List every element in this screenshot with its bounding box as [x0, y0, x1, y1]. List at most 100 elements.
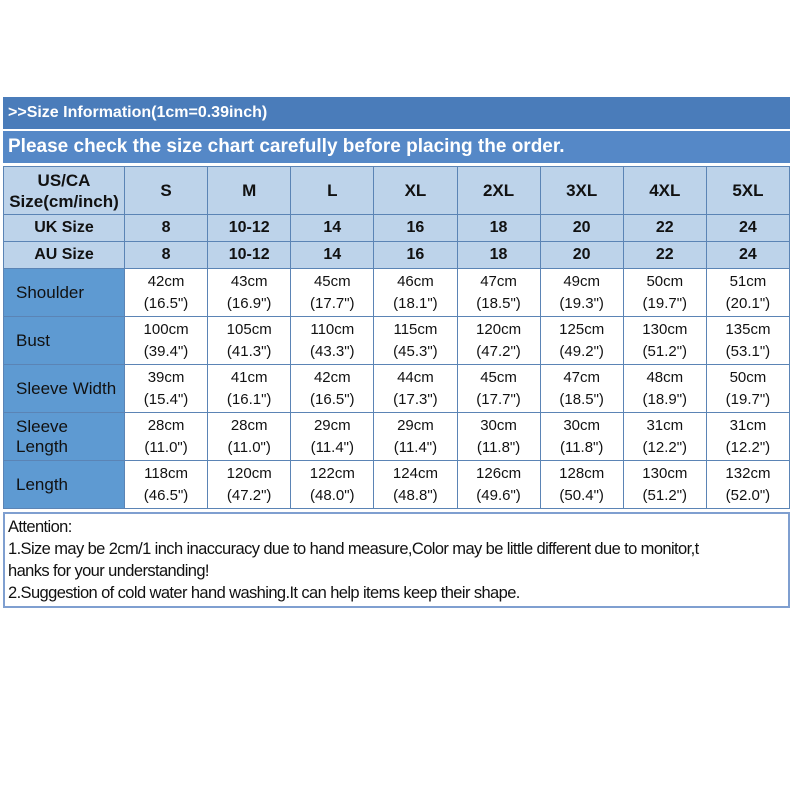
corner-header-line1: US/CA — [37, 170, 91, 190]
measurement-cm-value: 135cm — [725, 320, 771, 338]
measurement-cell: 51cm (20.1") — [705, 268, 791, 317]
size-header-cell: XL — [373, 166, 458, 215]
measurement-cm-value: 29cm — [313, 416, 351, 434]
size-value-cell: 24 — [705, 214, 791, 242]
measurement-inch-value: (19.7") — [642, 294, 688, 312]
size-header-cell: 4XL — [622, 166, 707, 215]
measurement-cell: 125cm (49.2") — [539, 316, 624, 365]
measurement-row: Sleeve Length 28cm (11.0") 28cm (11.0") 29cm (… — [3, 412, 791, 461]
measurement-cell: 39cm (15.4") — [123, 364, 209, 413]
measurement-inch-value: (11.0") — [144, 438, 188, 456]
size-header-row: US/CA Size(cm/inch) S M L XL 2XL 3XL 4XL 5XL — [3, 166, 791, 215]
attention-line: 1.Size may be 2cm/1 inch inaccuracy due … — [8, 540, 699, 558]
measurement-row: Bust 100cm (39.4") 105cm (41.3") 110cm (43.3")… — [3, 316, 791, 365]
size-value-cell: 18 — [456, 241, 541, 269]
measurement-inch-value: (46.5") — [143, 486, 189, 504]
size-header-cell: 3XL — [539, 166, 624, 215]
measurement-cell: 29cm (11.4") — [373, 412, 458, 461]
size-chart-content: >>Size Information(1cm=0.39inch) Please … — [3, 97, 791, 608]
measurement-cell: 100cm (39.4") — [123, 316, 209, 365]
measurement-cell: 41cm (16.1") — [207, 364, 292, 413]
size-header-cell: M — [207, 166, 292, 215]
measurement-cm-value: 122cm — [309, 464, 355, 482]
attention-note: Attention: 1.Size may be 2cm/1 inch inacc… — [3, 512, 790, 608]
measurement-label-cell: Sleeve Length — [3, 412, 125, 461]
measurement-cell: 130cm (51.2") — [622, 460, 707, 509]
measurement-inch-value: (43.3") — [310, 342, 355, 360]
size-value-cell: 22 — [622, 241, 707, 269]
corner-header-cell: US/CA Size(cm/inch) — [3, 166, 125, 215]
measurement-inch-value: (11.8") — [559, 438, 604, 456]
measurement-cm-value: 39cm — [147, 368, 185, 386]
measurement-cell: 132cm (52.0") — [705, 460, 791, 509]
measurement-row: Length 118cm (46.5") 120cm (47.2") 122cm (48.0… — [3, 460, 791, 509]
measurement-cell: 31cm (12.2") — [705, 412, 791, 461]
size-value-cell: 18 — [456, 214, 541, 242]
measurement-inch-value: (17.3") — [393, 390, 438, 408]
measurement-cm-value: 30cm — [563, 416, 601, 434]
measurement-inch-value: (19.7") — [725, 390, 771, 408]
measurement-inch-value: (39.4") — [143, 342, 189, 360]
measurement-inch-value: (47.2") — [226, 486, 272, 504]
measurement-cm-value: 42cm — [147, 272, 185, 290]
measurement-cm-value: 110cm — [310, 320, 355, 338]
measurement-cell: 115cm (45.3") — [373, 316, 458, 365]
measurement-inch-value: (51.2") — [642, 342, 688, 360]
measurement-inch-value: (11.4") — [310, 438, 355, 456]
measurement-inch-value: (53.1") — [725, 342, 771, 360]
measurement-cm-value: 130cm — [642, 464, 688, 482]
attention-line: 2.Suggestion of cold water hand washing.… — [8, 584, 520, 602]
measurement-cm-value: 29cm — [397, 416, 434, 434]
measurement-label-cell: Length — [3, 460, 125, 509]
measurement-inch-value: (41.3") — [226, 342, 272, 360]
measurement-cell: 110cm (43.3") — [290, 316, 375, 365]
measurement-cm-value: 44cm — [397, 368, 434, 386]
size-value-cell: 10-12 — [207, 214, 292, 242]
measurement-inch-value: (49.2") — [559, 342, 604, 360]
measurement-inch-value: (11.0") — [227, 438, 271, 456]
measurement-inch-value: (18.1") — [393, 294, 438, 312]
measurement-cell: 42cm (16.5") — [290, 364, 375, 413]
measurement-cm-value: 132cm — [725, 464, 771, 482]
measurement-cell: 120cm (47.2") — [456, 316, 541, 365]
measurement-inch-value: (16.1") — [226, 390, 272, 408]
measurement-cell: 124cm (48.8") — [373, 460, 458, 509]
size-value-cell: 14 — [290, 214, 375, 242]
size-header-cell: S — [123, 166, 209, 215]
measurement-cm-value: 130cm — [642, 320, 688, 338]
measurement-cm-value: 124cm — [392, 464, 438, 482]
measurement-cell: 120cm (47.2") — [207, 460, 292, 509]
measurement-cm-value: 47cm — [480, 272, 517, 290]
measurement-cm-value: 47cm — [563, 368, 601, 386]
measurement-row: Shoulder 42cm (16.5") 43cm (16.9") 45cm (17.7"… — [3, 268, 791, 317]
measurement-cell: 47cm (18.5") — [456, 268, 541, 317]
measurement-cell: 130cm (51.2") — [622, 316, 707, 365]
measurement-inch-value: (48.0") — [310, 486, 355, 504]
measurement-inch-value: (20.1") — [725, 294, 771, 312]
measurement-cm-value: 45cm — [313, 272, 351, 290]
measurement-inch-value: (18.5") — [476, 294, 521, 312]
measurement-cell: 29cm (11.4") — [290, 412, 375, 461]
measurement-inch-value: (12.2") — [642, 438, 688, 456]
measurement-inch-value: (19.3") — [559, 294, 604, 312]
size-information-banner: >>Size Information(1cm=0.39inch) — [3, 97, 790, 129]
measurement-cm-value: 49cm — [563, 272, 601, 290]
measurement-inch-value: (49.6") — [476, 486, 521, 504]
measurement-cm-value: 50cm — [646, 272, 684, 290]
measurement-cm-value: 45cm — [480, 368, 517, 386]
check-chart-banner: Please check the size chart carefully be… — [3, 131, 790, 163]
size-table: US/CA Size(cm/inch) S M L XL 2XL 3XL 4XL 5XL UK Si… — [3, 166, 791, 509]
measurement-cm-value: 31cm — [729, 416, 767, 434]
measurement-inch-value: (48.8") — [393, 486, 438, 504]
measurement-cell: 126cm (49.6") — [456, 460, 541, 509]
size-header-cell: 2XL — [456, 166, 541, 215]
measurement-cell: 28cm (11.0") — [123, 412, 209, 461]
measurement-cell: 47cm (18.5") — [539, 364, 624, 413]
size-conversion-row: UK Size 8 10-12 14 16 18 20 22 24 — [3, 214, 791, 242]
attention-line: hanks for your understanding! — [8, 562, 210, 580]
measurement-cell: 44cm (17.3") — [373, 364, 458, 413]
size-value-cell: 8 — [123, 241, 209, 269]
measurement-inch-value: (15.4") — [143, 390, 189, 408]
size-value-cell: 14 — [290, 241, 375, 269]
